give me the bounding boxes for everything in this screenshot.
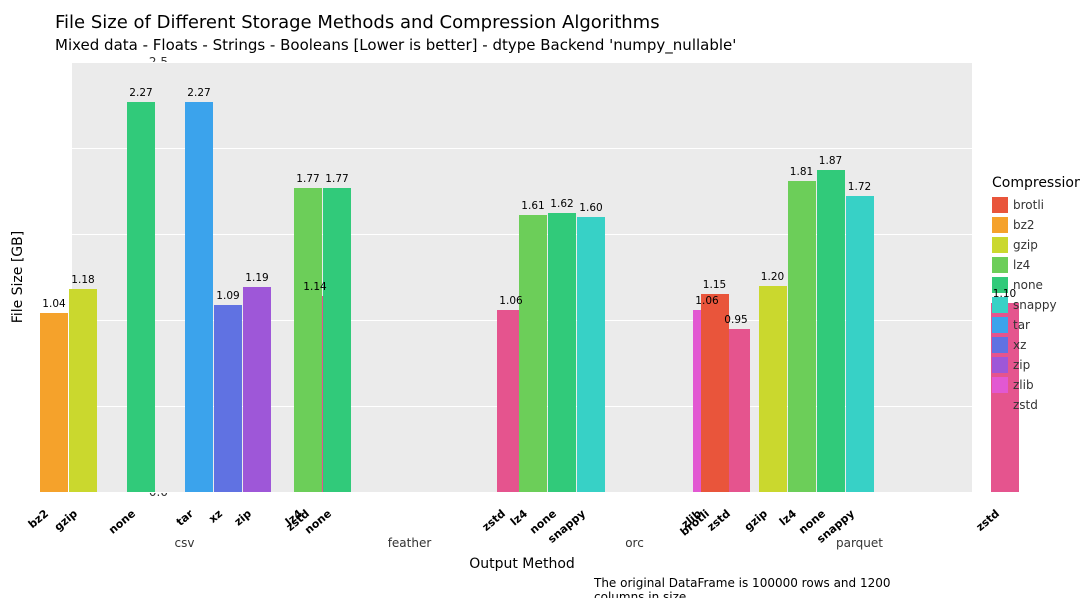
legend-item-zstd: zstd — [992, 395, 1080, 415]
legend-label: zlib — [1013, 378, 1034, 392]
legend-swatch — [992, 197, 1008, 213]
bar-value-label: 1.18 — [71, 274, 94, 286]
legend-swatch — [992, 377, 1008, 393]
bar-feather-lz4 — [294, 188, 322, 492]
bar-parquet-none — [817, 170, 845, 492]
legend-label: zip — [1013, 358, 1030, 372]
bar-value-label: 1.14 — [303, 281, 326, 293]
bar-value-label: 1.19 — [245, 272, 268, 284]
bar-value-label: 1.87 — [819, 155, 842, 167]
bar-category-label: zstd — [705, 507, 733, 534]
legend-item-bz2: bz2 — [992, 215, 1080, 235]
legend-item-tar: tar — [992, 315, 1080, 335]
legend-label: tar — [1013, 318, 1030, 332]
bar-category-label: zstd — [480, 507, 508, 534]
bar-value-label: 1.09 — [216, 290, 239, 302]
bar-category-label: bz2 — [26, 507, 51, 531]
group-label-orc: orc — [625, 536, 644, 550]
legend-swatch — [992, 317, 1008, 333]
chart-footnote: The original DataFrame is 100000 rows an… — [594, 576, 918, 598]
chart-title: File Size of Different Storage Methods a… — [55, 12, 660, 33]
bar-feather-none — [323, 188, 351, 492]
bar-category-label: xz — [206, 507, 225, 526]
bar-orc-snappy — [577, 217, 605, 492]
legend-label: xz — [1013, 338, 1026, 352]
bar-category-label: tar — [174, 507, 196, 529]
bar-category-label: gzip — [52, 507, 80, 534]
bar-category-label: lz4 — [777, 507, 799, 528]
legend-swatch — [992, 357, 1008, 373]
legend-label: lz4 — [1013, 258, 1030, 272]
bar-parquet-gzip — [759, 286, 787, 492]
bar-value-label: 1.77 — [325, 173, 348, 185]
legend-item-brotli: brotli — [992, 195, 1080, 215]
plot-area — [72, 62, 972, 492]
legend-item-gzip: gzip — [992, 235, 1080, 255]
group-label-csv: csv — [175, 536, 195, 550]
bar-value-label: 1.62 — [550, 198, 573, 210]
bar-orc-lz4 — [519, 215, 547, 492]
legend-item-zlib: zlib — [992, 375, 1080, 395]
y-axis-label: File Size [GB] — [10, 231, 26, 323]
bar-category-label: none — [106, 507, 138, 537]
bar-value-label: 1.10 — [993, 288, 1016, 300]
bar-category-label: zstd — [973, 507, 1001, 534]
legend-item-lz4: lz4 — [992, 255, 1080, 275]
bar-value-label: 1.06 — [499, 295, 522, 307]
legend-label: bz2 — [1013, 218, 1035, 232]
legend-items: brotli bz2 gzip lz4 none snappy tar xz zip zlib zs… — [992, 195, 1080, 415]
bar-csv-gzip — [69, 289, 97, 492]
bar-value-label: 0.95 — [724, 314, 747, 326]
bar-value-label: 2.27 — [129, 87, 152, 99]
legend-item-zip: zip — [992, 355, 1080, 375]
bar-csv-zip — [243, 287, 271, 492]
legend-label: gzip — [1013, 238, 1038, 252]
bar-value-label: 1.61 — [521, 200, 544, 212]
bar-csv-tar — [185, 102, 213, 492]
bar-category-label: zip — [232, 507, 254, 529]
bar-value-label: 1.60 — [579, 202, 602, 214]
bar-parquet-lz4 — [788, 181, 816, 492]
legend-swatch — [992, 257, 1008, 273]
legend-swatch — [992, 397, 1008, 413]
bar-value-label: 1.77 — [296, 173, 319, 185]
legend-swatch — [992, 217, 1008, 233]
legend-label: snappy — [1013, 298, 1057, 312]
legend-title: Compression — [992, 175, 1080, 191]
gridline — [72, 492, 972, 493]
x-axis-label: Output Method — [469, 556, 575, 572]
legend-label: brotli — [1013, 198, 1044, 212]
group-label-feather: feather — [388, 536, 432, 550]
bar-value-label: 1.81 — [790, 166, 813, 178]
bar-value-label: 1.20 — [761, 271, 784, 283]
bar-value-label: 1.06 — [695, 295, 718, 307]
chart-container: File Size of Different Storage Methods a… — [0, 0, 1080, 598]
chart-subtitle: Mixed data - Floats - Strings - Booleans… — [55, 36, 736, 54]
bar-csv-xz — [214, 305, 242, 492]
legend-item-xz: xz — [992, 335, 1080, 355]
group-label-parquet: parquet — [836, 536, 883, 550]
bar-csv-bz2 — [40, 313, 68, 492]
gridline — [72, 62, 972, 63]
bar-category-label: gzip — [741, 507, 769, 534]
bar-csv-none — [127, 102, 155, 492]
bar-value-label: 1.72 — [848, 181, 871, 193]
legend-swatch — [992, 337, 1008, 353]
legend-label: zstd — [1013, 398, 1038, 412]
bar-value-label: 1.15 — [703, 279, 726, 291]
bar-value-label: 1.04 — [42, 298, 65, 310]
legend-swatch — [992, 237, 1008, 253]
legend-label: none — [1013, 278, 1043, 292]
bar-value-label: 2.27 — [187, 87, 210, 99]
bar-orc-none — [548, 213, 576, 492]
bar-parquet-snappy — [846, 196, 874, 492]
